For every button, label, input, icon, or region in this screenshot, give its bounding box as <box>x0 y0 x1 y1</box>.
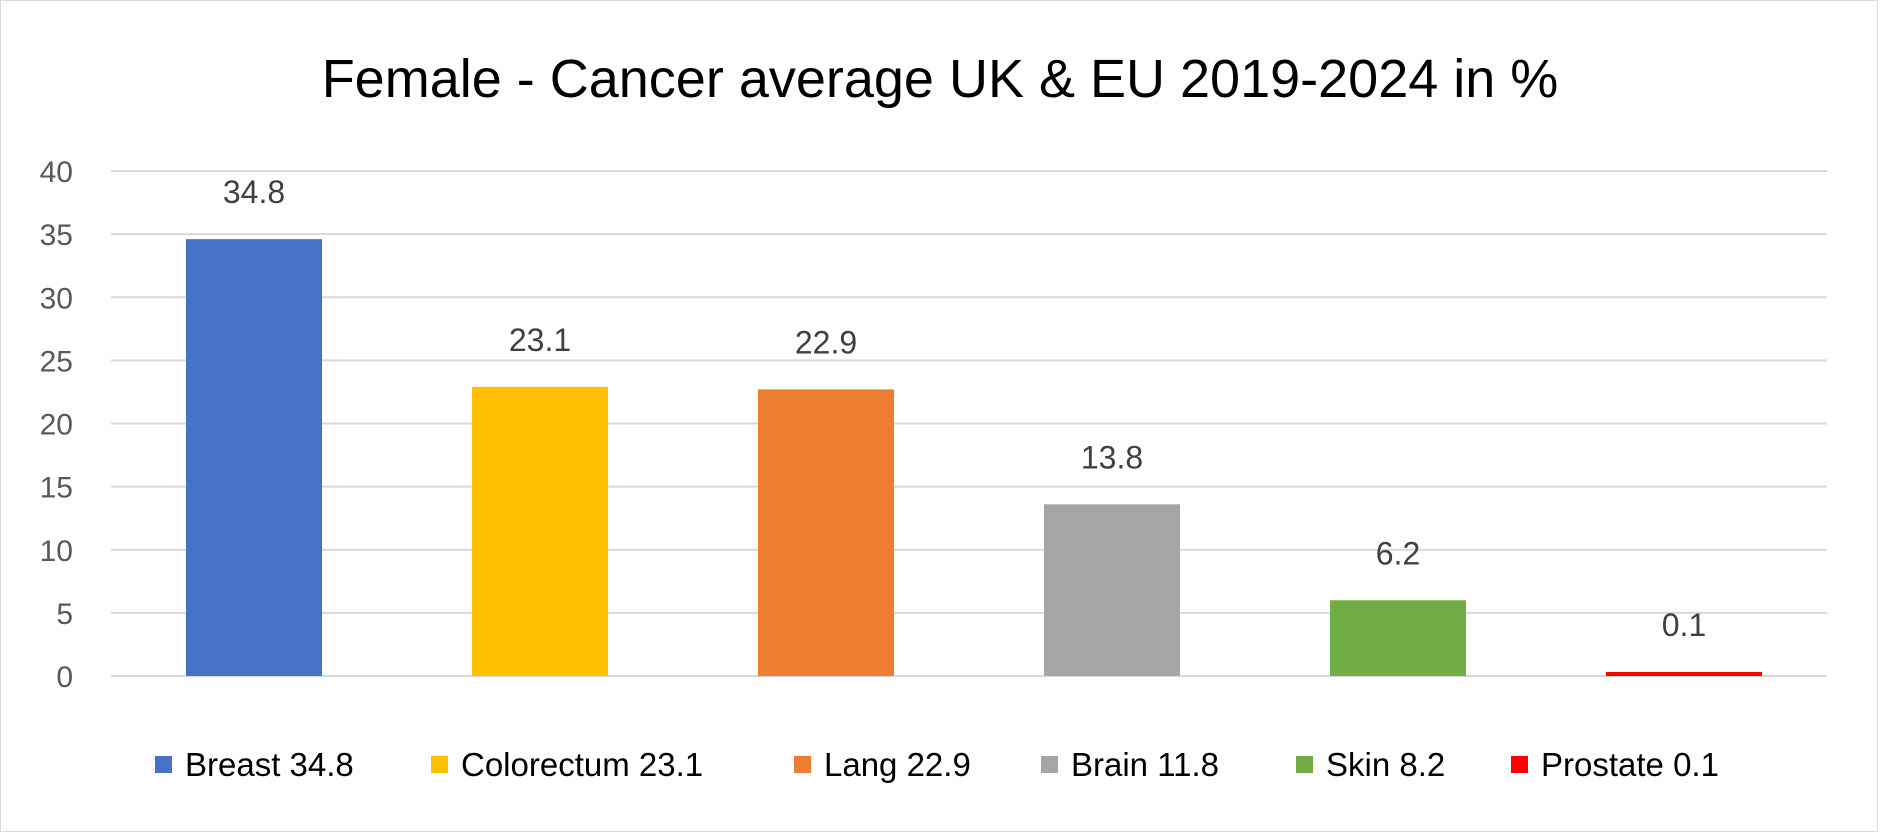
y-tick-label: 25 <box>40 345 73 378</box>
y-tick-label: 5 <box>56 598 73 631</box>
chart-title: Female - Cancer average UK & EU 2019-202… <box>322 49 1559 109</box>
legend-item-lang: Lang 22.9 <box>794 746 971 783</box>
legend-item-breast: Breast 34.8 <box>155 746 354 783</box>
y-tick-label: 35 <box>40 219 73 252</box>
data-label-brain: 13.8 <box>1081 439 1143 475</box>
data-label-colorectum: 23.1 <box>509 322 571 358</box>
y-tick-label: 0 <box>56 661 73 694</box>
legend-label: Lang 22.9 <box>824 746 971 783</box>
legend-item-colorectum: Colorectum 23.1 <box>431 746 703 783</box>
y-tick-label: 15 <box>40 472 73 505</box>
legend-swatch <box>431 756 448 773</box>
y-axis-ticks: 0 5 10 15 20 25 30 35 40 <box>40 156 73 694</box>
bar-breast <box>186 239 322 677</box>
legend-swatch <box>794 756 811 773</box>
y-tick-label: 10 <box>40 535 73 568</box>
bar-colorectum <box>472 386 608 676</box>
y-tick-label: 40 <box>40 156 73 189</box>
data-label-lang: 22.9 <box>795 324 857 360</box>
legend-swatch <box>1296 756 1313 773</box>
data-labels: 34.8 23.1 22.9 13.8 6.2 0.1 <box>223 174 1706 643</box>
legend-item-brain: Brain 11.8 <box>1041 746 1219 783</box>
bar-prostate <box>1606 672 1762 676</box>
bar-lang <box>758 389 894 676</box>
legend: Breast 34.8 Colorectum 23.1 Lang 22.9 Brain… <box>155 746 1719 783</box>
legend-swatch <box>1511 756 1528 773</box>
bar-brain <box>1044 504 1180 676</box>
legend-label: Skin 8.2 <box>1326 746 1445 783</box>
legend-swatch <box>155 756 172 773</box>
bars <box>186 239 1762 677</box>
legend-label: Brain 11.8 <box>1071 746 1219 783</box>
legend-item-prostate: Prostate 0.1 <box>1511 746 1719 783</box>
legend-label: Prostate 0.1 <box>1541 746 1719 783</box>
y-tick-label: 20 <box>40 409 73 442</box>
bar-skin <box>1330 600 1466 676</box>
y-tick-label: 30 <box>40 282 73 315</box>
legend-label: Colorectum 23.1 <box>461 746 703 783</box>
legend-item-skin: Skin 8.2 <box>1296 746 1445 783</box>
data-label-skin: 6.2 <box>1376 535 1420 571</box>
legend-label: Breast 34.8 <box>185 746 354 783</box>
data-label-prostate: 0.1 <box>1662 607 1706 643</box>
legend-swatch <box>1041 756 1058 773</box>
gridlines <box>111 170 1827 677</box>
data-label-breast: 34.8 <box>223 174 285 210</box>
